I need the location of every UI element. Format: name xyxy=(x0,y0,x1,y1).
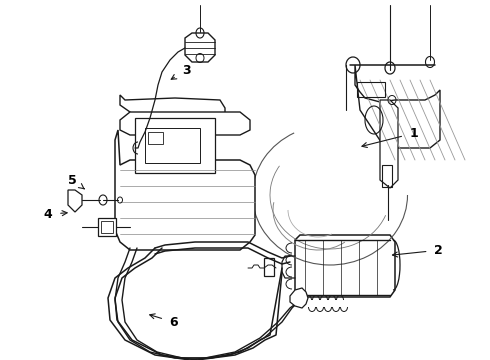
Bar xyxy=(382,165,392,187)
Polygon shape xyxy=(120,95,225,125)
Bar xyxy=(145,128,200,163)
Bar xyxy=(101,221,113,233)
Text: 2: 2 xyxy=(392,244,443,257)
Bar xyxy=(357,82,385,97)
Text: 6: 6 xyxy=(150,314,178,329)
Bar xyxy=(98,218,116,236)
Polygon shape xyxy=(68,190,82,212)
Polygon shape xyxy=(290,288,308,308)
Text: 3: 3 xyxy=(171,64,191,79)
Text: 4: 4 xyxy=(44,208,67,221)
Polygon shape xyxy=(380,100,398,188)
Bar xyxy=(148,132,163,144)
Text: 5: 5 xyxy=(68,174,84,189)
Bar xyxy=(264,258,274,276)
Polygon shape xyxy=(115,130,255,250)
Polygon shape xyxy=(295,235,395,297)
Text: 1: 1 xyxy=(362,127,418,148)
Bar xyxy=(135,118,215,173)
Polygon shape xyxy=(355,65,440,148)
Polygon shape xyxy=(120,112,250,135)
Polygon shape xyxy=(185,33,215,62)
